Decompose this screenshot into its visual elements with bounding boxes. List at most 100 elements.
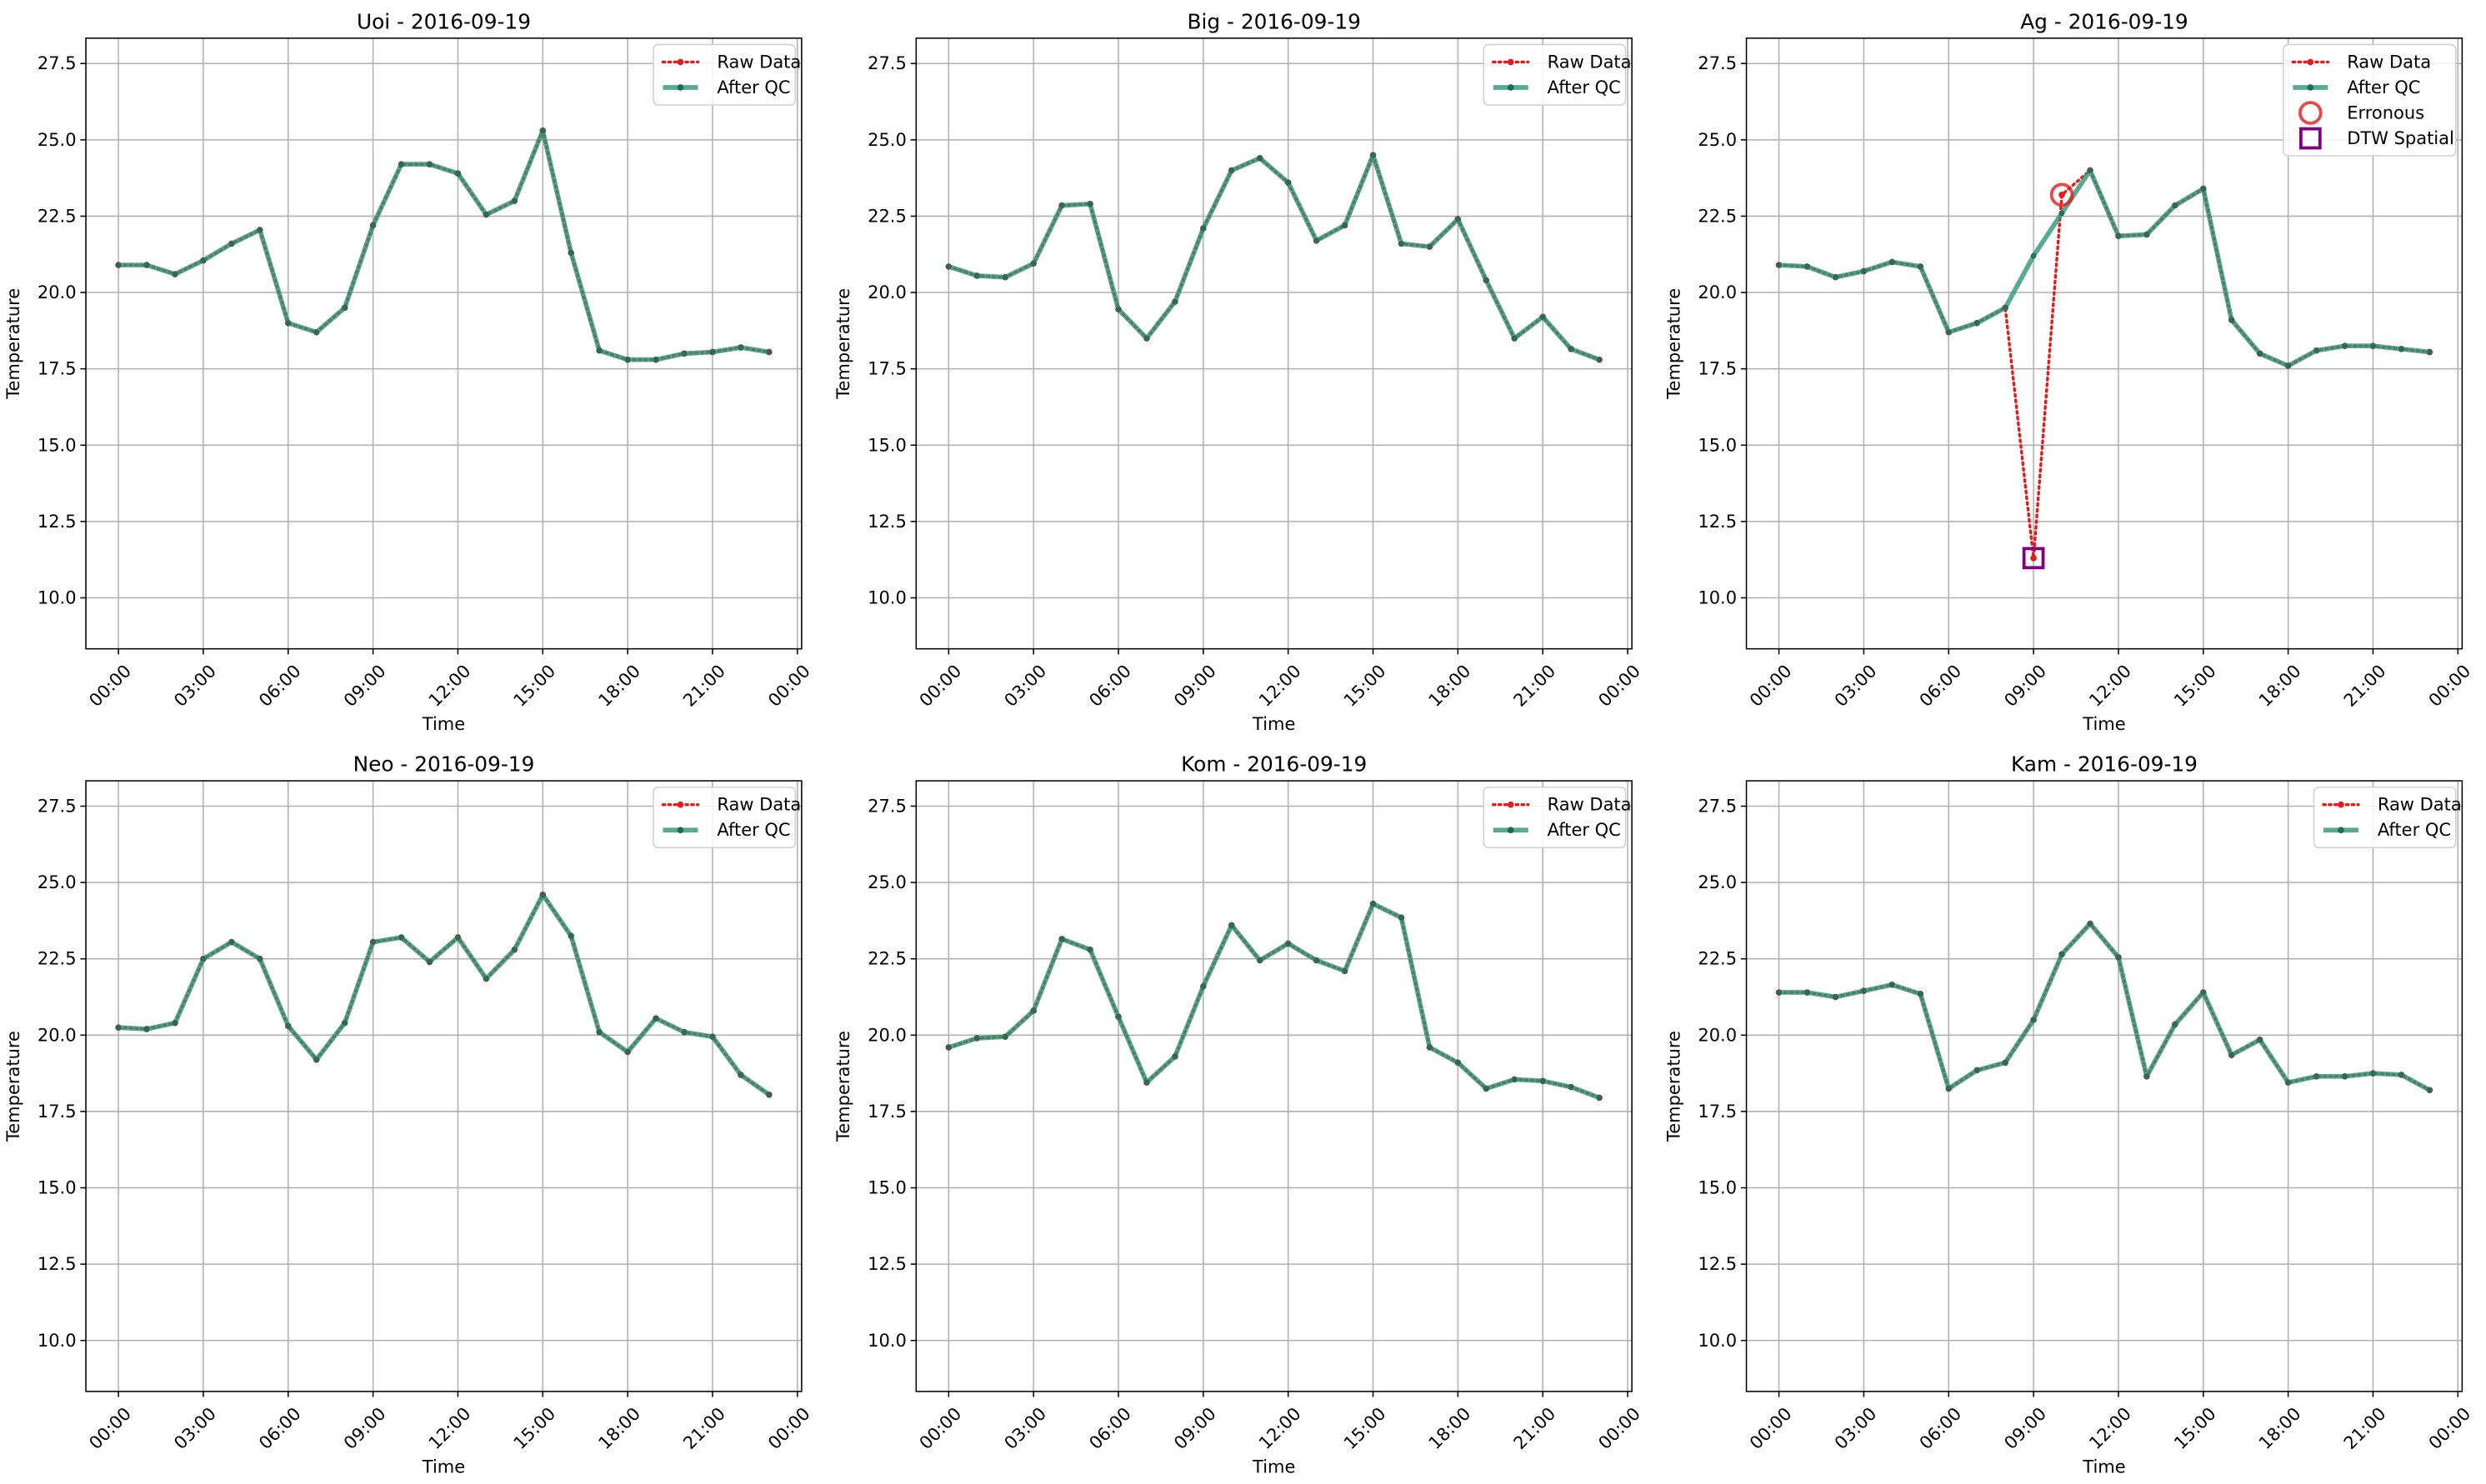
qc-point [1087,947,1093,953]
qc-point [2087,167,2093,173]
qc-point [342,1020,348,1027]
qc-point [568,932,574,939]
x-tick-label: 00:00 [1594,661,1644,711]
qc-point [1917,991,1923,997]
qc-line [948,901,1601,1101]
qc-point [2030,252,2037,259]
qc-point [1257,957,1263,963]
chart-title: Neo - 2016-09-19 [353,752,535,777]
x-axis-label: Time [422,714,465,734]
qc-point [313,1057,320,1063]
qc-point [1143,1079,1150,1086]
axes-frame [85,780,803,1392]
qc-point [1568,346,1574,352]
x-tick-label: 18:00 [594,661,644,711]
qc-point [1285,179,1292,186]
y-axis-label: Temperature [3,1031,23,1142]
dtw-marker [2022,547,2045,570]
x-axis-label: Time [422,1457,465,1477]
qc-line [1778,167,2430,368]
qc-point [511,197,518,204]
x-tick-label: 09:00 [2000,1403,2050,1453]
qc-point [681,1029,688,1036]
qc-point [1370,152,1376,158]
qc-point [2313,347,2319,354]
qc-point [596,1029,603,1036]
y-tick-label: 17.5 [868,1102,907,1122]
qc-point [2257,1037,2263,1043]
qc-point [285,320,292,327]
y-tick-label: 22.5 [38,949,77,969]
qc-point [624,357,631,363]
x-tick-label: 03:00 [1831,661,1881,711]
x-tick-label: 18:00 [2255,661,2305,711]
qc-point [143,262,150,268]
qc-point [766,1092,773,1098]
qc-point [1200,225,1207,232]
qc-point [1115,306,1122,312]
y-tick-label: 25.0 [38,130,77,150]
legend-label: Raw Data [717,52,801,72]
qc-point [2115,954,2122,961]
legend-label: Raw Data [2378,795,2462,815]
chart-title: Kom - 2016-09-19 [1181,752,1367,777]
y-tick-label: 15.0 [868,1178,907,1198]
x-tick-label: 12:00 [425,1403,475,1453]
legend-swatch-point [677,84,684,91]
plot-area [1746,781,2463,1392]
qc-point [1426,1044,1433,1051]
qc-point [1172,298,1178,305]
legend-label: After QC [717,77,790,97]
y-tick-label: 25.0 [1698,130,1737,150]
chart-title: Kam - 2016-09-19 [2011,752,2198,777]
legend-swatch-point [2307,58,2314,66]
qc-point [1776,262,1783,268]
qc-point [1483,1086,1489,1092]
qc-point [1888,258,1895,265]
x-tick-label: 12:00 [2085,1403,2135,1453]
x-tick-label: 00:00 [85,1403,135,1453]
y-tick-label: 22.5 [1698,206,1737,226]
qc-point [1313,957,1320,963]
x-tick-label: 03:00 [1831,1403,1881,1453]
qc-point [709,1033,716,1040]
chart-title: Ag - 2016-09-19 [2020,9,2188,33]
legend-swatch-point [677,801,684,808]
qc-point [2257,350,2263,357]
qc-point [1228,167,1235,173]
qc-point [1257,155,1263,162]
axes-frame [915,37,1633,650]
legend-swatch-point [1507,84,1514,91]
raw-point [2030,555,2037,562]
x-tick-label: 09:00 [340,1403,390,1453]
qc-point [285,1022,292,1029]
x-tick-label: 15:00 [1340,1403,1390,1453]
y-tick-label: 20.0 [1698,282,1737,302]
qc-point [257,956,263,962]
axes-frame [1745,780,2463,1392]
x-tick-label: 21:00 [679,661,729,711]
legend-label: After QC [1548,77,1621,97]
qc-point [624,1049,631,1055]
qc-point [228,939,235,945]
y-tick-label: 27.5 [868,53,907,73]
qc-point [2002,304,2008,311]
legend-label: After QC [717,820,790,840]
x-tick-label: 21:00 [2340,661,2390,711]
qc-point [2143,1073,2150,1080]
qc-point [973,272,980,279]
qc-line [118,892,771,1097]
x-tick-label: 15:00 [2170,1403,2220,1453]
qc-point [1888,982,1895,988]
qc-point [342,304,348,311]
qc-point [1342,222,1348,228]
qc-point [257,227,263,233]
y-tick-label: 27.5 [38,53,77,73]
qc-point [143,1026,150,1032]
x-tick-label: 06:00 [1085,661,1135,711]
y-axis-label: Temperature [3,288,23,400]
qc-point [681,350,688,357]
qc-point [2172,202,2178,209]
x-tick-label: 21:00 [679,1403,729,1453]
